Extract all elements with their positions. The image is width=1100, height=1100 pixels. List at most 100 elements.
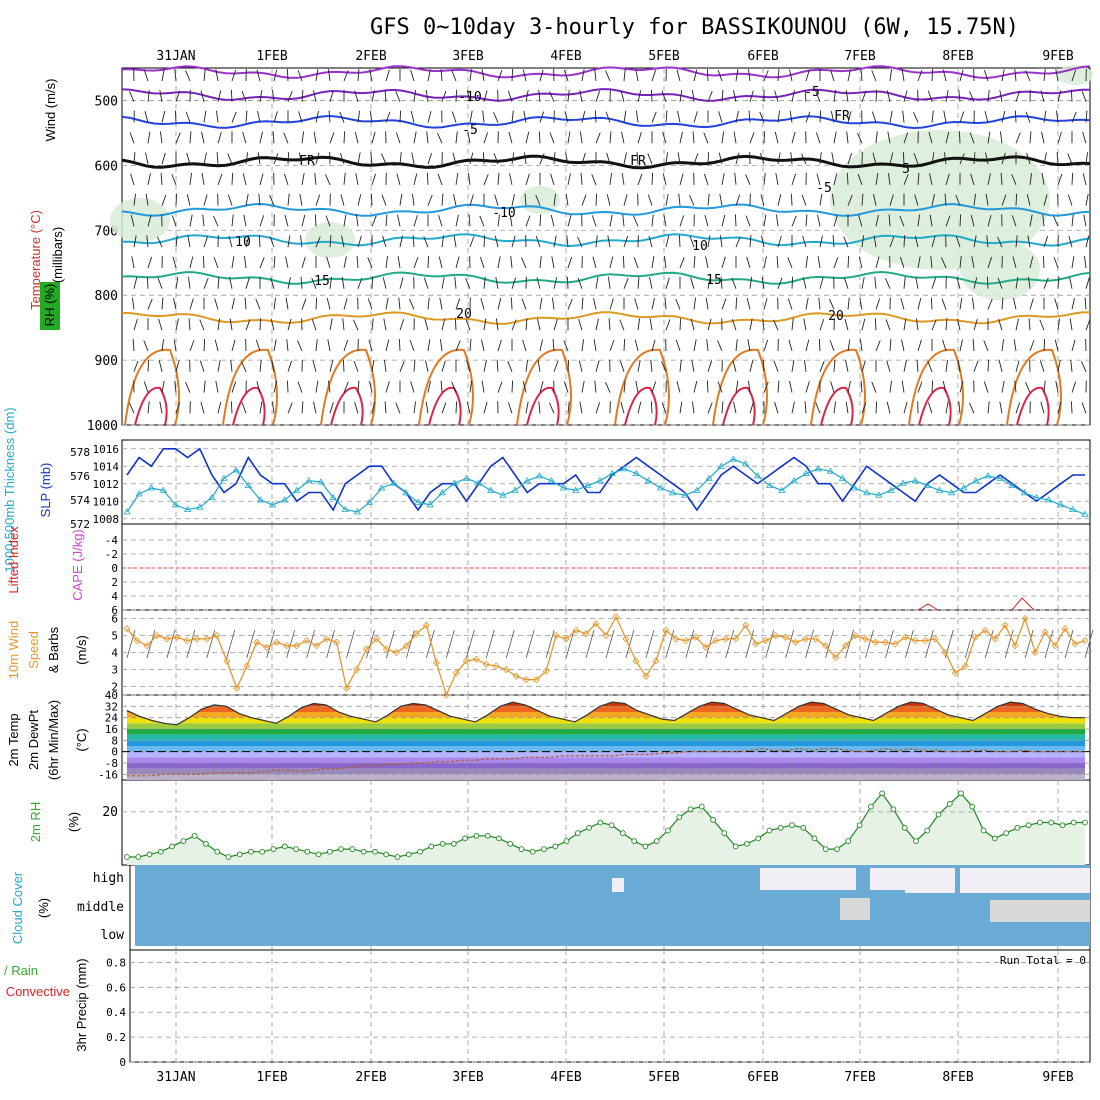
- wind-barb: [945, 131, 950, 144]
- wind-barb: [438, 256, 443, 269]
- wind-barb: [455, 401, 458, 414]
- pressure-tick: 500: [95, 94, 118, 109]
- wind-barb: [945, 318, 948, 331]
- wind-barb: [160, 172, 163, 185]
- wind-barb: [721, 401, 724, 414]
- surface-wind-barb: [1024, 629, 1034, 659]
- surface-wind-barb: [286, 629, 296, 659]
- wind-barb: [369, 69, 373, 82]
- wind-barb: [1055, 69, 1059, 82]
- wind-barb: [927, 361, 933, 372]
- wind-barb: [329, 360, 334, 372]
- wind-barb: [231, 381, 237, 393]
- warm-contour: [712, 348, 768, 426]
- wind-barb: [441, 193, 444, 206]
- wind-speed-point: [183, 637, 191, 645]
- thickness-point: [487, 486, 495, 493]
- wind-barb: [129, 91, 135, 102]
- surface-wind-barb: [885, 629, 894, 659]
- wind-barb: [579, 401, 583, 414]
- pressure-axis-label: (millibars): [50, 227, 65, 283]
- slp-line: [126, 447, 1085, 512]
- slp-tick: 1008: [93, 513, 120, 526]
- wind-barb: [143, 381, 149, 393]
- wind-barb: [987, 359, 990, 372]
- wind-barb: [214, 298, 219, 310]
- wind-barb: [567, 173, 571, 185]
- wind-barb: [314, 214, 317, 227]
- thickness-point: [353, 508, 362, 515]
- wind-barb: [845, 89, 849, 102]
- wind-barb: [399, 152, 402, 165]
- wind-barb: [565, 152, 569, 165]
- wind-barb: [917, 381, 923, 393]
- wind-barb: [427, 152, 433, 165]
- wind-barb: [439, 297, 443, 310]
- temp-band: [127, 746, 1085, 752]
- wind-barb: [507, 402, 513, 414]
- rh-color-key: [40, 282, 60, 330]
- wind-barb: [973, 277, 978, 289]
- wind-speed-point: [632, 657, 640, 665]
- wind-barb: [1070, 401, 1073, 414]
- wind-barb: [1043, 69, 1046, 82]
- surface-wind-barb: [545, 629, 555, 659]
- wind-barb: [259, 318, 262, 331]
- temp-band: [127, 717, 1085, 724]
- wind-barb: [665, 277, 670, 289]
- wind-barb: [395, 132, 401, 144]
- wind-barb: [875, 401, 878, 414]
- wind-barb: [707, 402, 713, 414]
- thickness-point: [984, 472, 992, 479]
- wind-barb: [483, 90, 488, 102]
- wind-barb: [663, 256, 667, 268]
- cloud-clear-patch: [760, 868, 856, 890]
- wind-barb: [829, 340, 835, 352]
- wind-barb: [133, 318, 138, 331]
- wind-speed-point: [412, 630, 420, 638]
- wind-barb: [159, 90, 163, 102]
- date-label-top: 9FEB: [1042, 49, 1073, 64]
- wind-barb: [787, 257, 793, 269]
- wind-barb: [413, 215, 418, 227]
- wind-barb: [175, 318, 179, 331]
- wind-barb: [469, 380, 473, 393]
- wind-barb: [774, 402, 779, 414]
- wind-barb: [145, 193, 149, 206]
- wind-barb: [707, 360, 713, 372]
- wind-barb: [763, 256, 767, 269]
- wind-barb: [132, 339, 135, 352]
- wind-barb: [409, 298, 415, 310]
- wind-barb: [231, 172, 234, 185]
- wind-barb: [847, 339, 851, 352]
- wind-barb: [343, 172, 346, 185]
- wind-barb: [313, 401, 317, 414]
- thickness-point: [1020, 489, 1029, 496]
- wind-barb: [539, 297, 543, 310]
- wind-barb: [1085, 193, 1089, 206]
- wind-barb: [1057, 276, 1060, 289]
- wind-barb: [942, 69, 947, 82]
- surface-wind-barb: [984, 629, 994, 659]
- wind-barb: [901, 339, 905, 352]
- rh-point: [157, 848, 164, 855]
- wind-barb: [497, 172, 500, 185]
- wind-barb: [357, 235, 362, 248]
- wind-barb: [511, 319, 517, 331]
- temp-band: [127, 757, 1085, 763]
- rh-point: [1059, 822, 1066, 829]
- rh-point: [946, 801, 953, 807]
- surface-wind-barb: [406, 629, 415, 659]
- cloud-clear-patch: [870, 868, 905, 890]
- wind-barb: [159, 131, 163, 144]
- wind-barb: [595, 235, 598, 248]
- wind-barb: [497, 381, 503, 393]
- hot-contour: [134, 386, 168, 426]
- wind-barb: [609, 214, 613, 227]
- wind-barb: [203, 277, 209, 289]
- wind-barb: [776, 255, 779, 268]
- rh-point: [744, 840, 750, 847]
- wind-barb: [903, 132, 909, 144]
- surface-wind-barb: [166, 629, 176, 659]
- wind-barb: [843, 277, 849, 289]
